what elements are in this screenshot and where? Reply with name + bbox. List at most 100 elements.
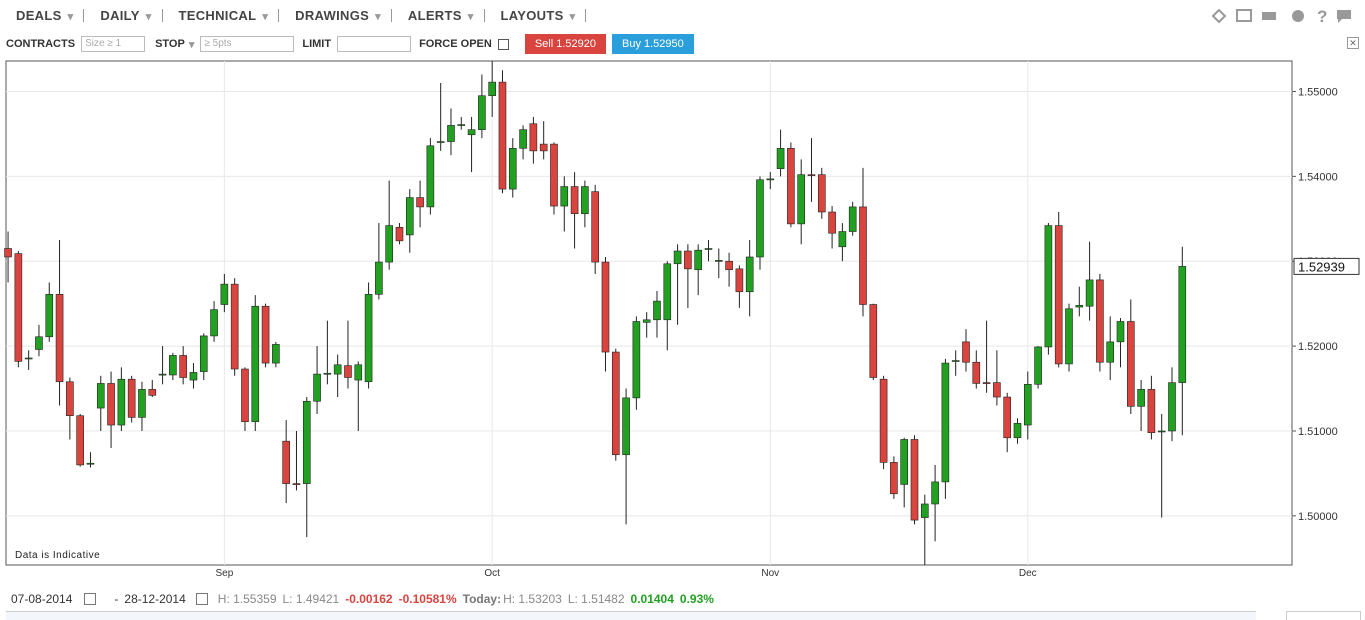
candle-body [920,503,929,518]
buy-button[interactable]: Buy 1.52950 [611,34,694,54]
sell-button[interactable]: Sell 1.52920 [524,34,606,54]
candle-body [632,321,641,399]
candle-body [45,294,54,338]
candle-body [1085,279,1094,307]
calendar-icon[interactable] [84,593,97,605]
candle-body [117,378,126,426]
candle-body [869,304,878,378]
label: STOP [155,38,185,50]
candle-body [1096,279,1104,363]
candle-body [86,462,95,465]
candle-body [302,400,311,484]
candle-body [416,197,424,208]
candle-body [230,283,239,370]
candle-body [313,373,321,402]
menu-item[interactable]: LAYOUTS [485,8,586,23]
candle-body [745,256,754,293]
candle-body [653,300,661,321]
menu-item[interactable]: DRAWINGS [279,8,391,23]
candle-body [292,483,301,485]
candle-body [1137,389,1145,407]
candle-body [1126,321,1135,407]
menu-item[interactable]: DEALS [0,8,83,23]
toolbar-icons: ? [1211,7,1351,26]
close-button[interactable]: ✕ [1347,37,1359,49]
candle-body [457,124,466,126]
candle-body [1178,266,1187,383]
candle-body [787,148,795,225]
candle-body [931,481,939,505]
candle-body [323,372,332,375]
candle-body [498,81,507,190]
separator [585,8,587,22]
candle-body [684,250,692,270]
candle-body [282,440,290,484]
menu-item[interactable]: ALERTS [392,8,484,23]
y-tick-label: 1.50000 [1298,511,1338,523]
candle-body [189,372,198,381]
stop-input[interactable]: ≥ 5pts [200,36,295,52]
candle-body [14,253,23,362]
y-tick-label: 1.51000 [1298,426,1338,438]
candle-body [951,360,960,362]
menu-item[interactable]: DAILY [84,8,161,23]
candle-body [714,260,723,262]
candle-body [890,462,898,495]
navigator-handle[interactable] [1286,611,1361,620]
contracts-input[interactable]: Size ≥ 1 [81,36,146,52]
candle-body [66,381,74,417]
y-tick-label: 1.52000 [1298,341,1338,353]
chart: Data is Indicative 1.50000 1.51000 1.52000… [4,60,1360,579]
candle-body [766,178,775,181]
candle-body [395,226,404,242]
range-high: H: 1.55359 [217,592,277,606]
navigator[interactable] [6,611,1256,620]
label: FORCE OPEN [419,38,492,50]
candle-body [1034,346,1042,385]
candle-body [848,206,857,232]
candle-body [560,186,569,207]
today-high: H: 1.53203 [503,592,562,606]
help-icon[interactable]: ? [1317,7,1327,26]
candle-body [1044,225,1053,348]
calendar-icon[interactable] [195,593,208,605]
candle-body [375,261,383,295]
dropdown-arrow[interactable]: ▾ [188,38,195,51]
layers-icon[interactable] [1211,8,1227,24]
today-label: Today: [462,592,502,606]
candle-body [148,389,157,396]
candle-body [364,294,373,383]
candle-body [910,439,919,521]
candle-body [776,148,785,170]
range-low: L: 1.49421 [282,592,340,606]
candle-body [179,355,187,378]
print-icon[interactable] [1262,12,1276,20]
menu-item[interactable]: TECHNICAL [163,8,279,23]
menu-bar: DEALS DAILY TECHNICAL DRAWINGS ALERTS LA… [0,0,1365,30]
candle-body [478,95,486,130]
chat-icon[interactable] [1337,10,1351,23]
date-to[interactable]: 28-12-2014 [124,592,186,606]
date-from[interactable]: 07-08-2014 [11,592,73,606]
candle-body [76,415,84,466]
candle-body [611,351,620,456]
limit-input[interactable] [337,36,412,52]
today-change-pct: 0.93% [679,592,714,606]
candle-body [735,268,744,293]
candle-body [1003,396,1011,439]
candle-body [158,373,167,376]
candle-body [817,174,826,213]
plot-frame [5,60,1293,566]
image-icon[interactable] [1236,9,1252,22]
candle-body [107,383,115,426]
candle-body [1065,308,1073,365]
candle-body [55,294,64,383]
candle-body [261,305,270,364]
annotation: Data is Indicative [15,550,100,561]
settings-icon[interactable] [1292,10,1304,22]
candle-body [199,335,208,372]
checkbox[interactable] [497,38,509,50]
candle-body [663,263,672,321]
candle-body [622,397,630,456]
